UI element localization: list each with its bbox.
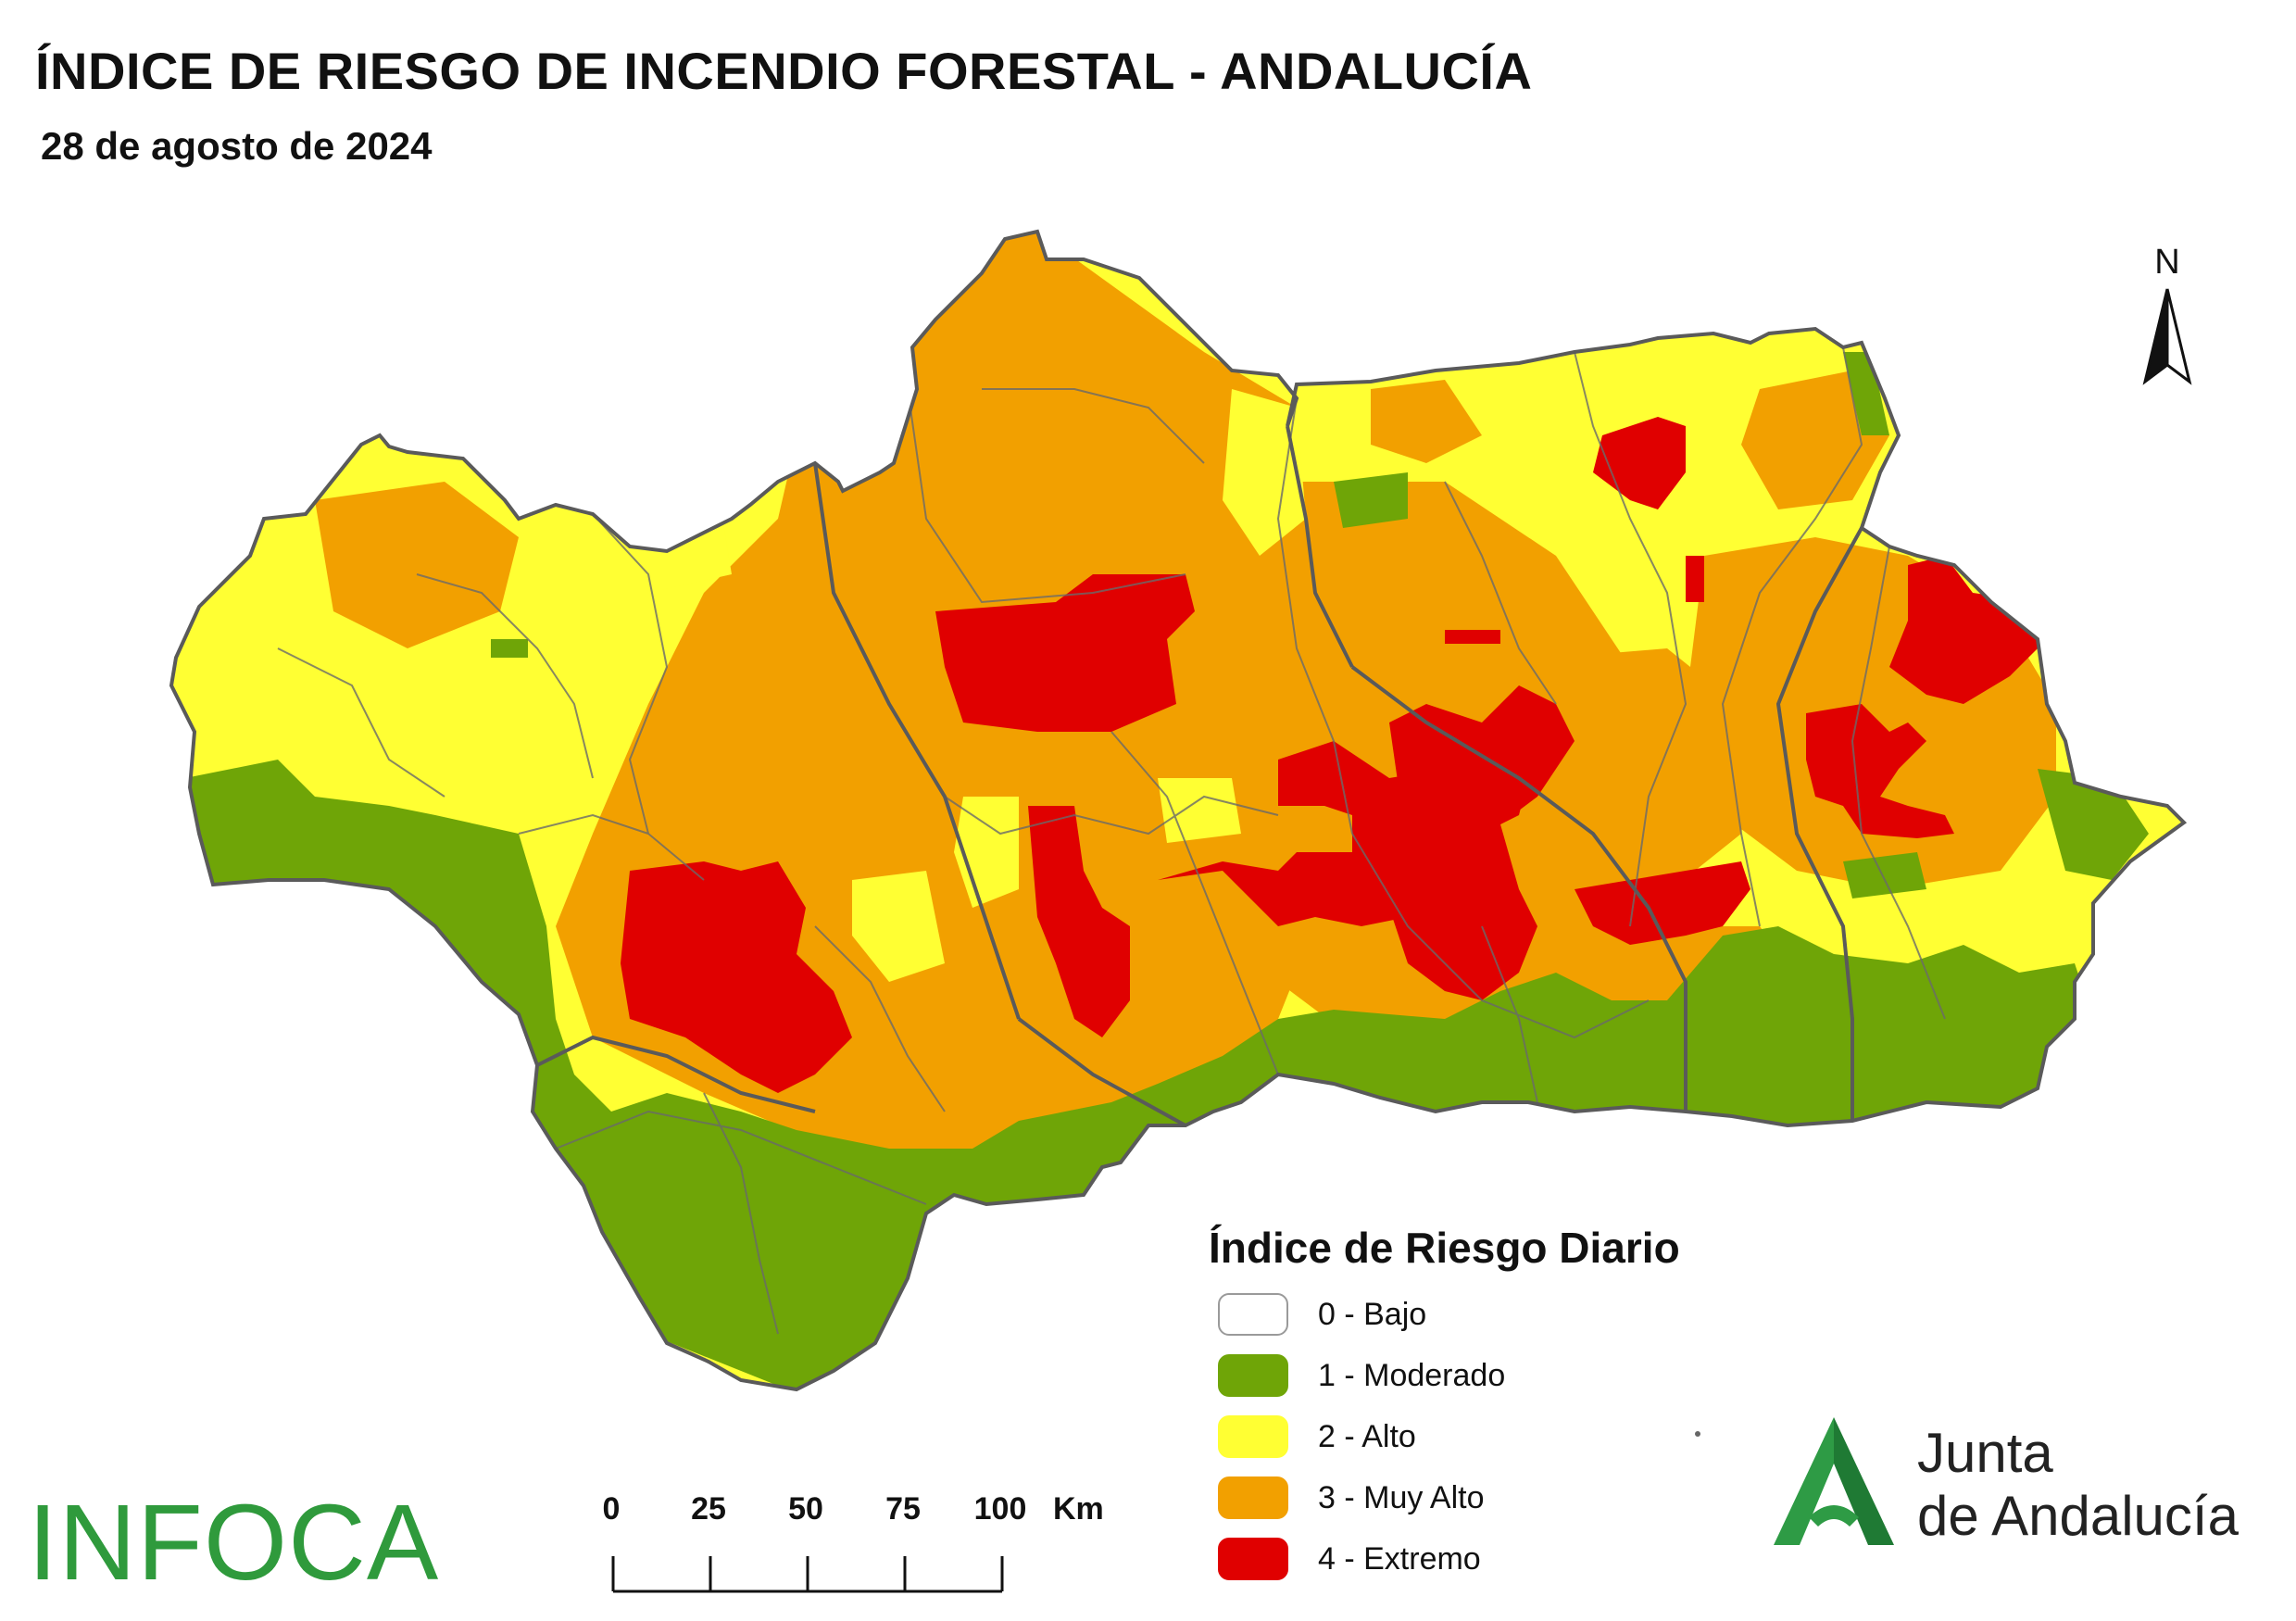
scale-label-50: 50 bbox=[788, 1491, 823, 1527]
legend: Índice de Riesgo Diario 0 - Bajo 1 - Mod… bbox=[1209, 1223, 1857, 1612]
andalucia-outline bbox=[169, 229, 2188, 1392]
scale-bar: 0 25 50 75 100 Km bbox=[593, 1491, 1111, 1602]
legend-item-muy-alto: 3 - Muy Alto bbox=[1218, 1475, 1811, 1521]
legend-swatch bbox=[1218, 1293, 1288, 1336]
junta-line2: de Andalucía bbox=[1917, 1485, 2239, 1547]
north-label: N bbox=[2154, 243, 2180, 282]
scale-unit: Km bbox=[1053, 1491, 1104, 1527]
map-title: ÍNDICE DE RIESGO DE INCENDIO FORESTAL - … bbox=[35, 42, 1533, 100]
legend-swatch bbox=[1218, 1415, 1288, 1458]
legend-label: 1 - Moderado bbox=[1318, 1358, 1506, 1393]
legend-item-alto: 2 - Alto bbox=[1218, 1414, 1811, 1460]
legend-item-bajo: 0 - Bajo bbox=[1218, 1291, 1811, 1338]
legend-item-moderado: 1 - Moderado bbox=[1218, 1352, 1811, 1399]
scale-label-100: 100 bbox=[973, 1491, 1027, 1527]
legend-item-extremo: 4 - Extremo bbox=[1218, 1536, 1811, 1582]
scale-label-25: 25 bbox=[691, 1491, 726, 1527]
legend-label: 3 - Muy Alto bbox=[1318, 1480, 1485, 1515]
junta-a-icon bbox=[1774, 1417, 1894, 1545]
province-borders bbox=[536, 425, 1863, 1127]
zones-alto-patches bbox=[639, 389, 1306, 982]
zones-extremo bbox=[621, 417, 2047, 1093]
infoca-logo: INFOCA bbox=[28, 1482, 440, 1602]
map-date: 28 de agosto de 2024 bbox=[41, 124, 433, 168]
scale-bar-line bbox=[611, 1556, 1004, 1593]
map-dot bbox=[1695, 1431, 1700, 1437]
legend-swatch bbox=[1218, 1538, 1288, 1580]
north-arrow-icon bbox=[2142, 288, 2192, 385]
legend-swatch bbox=[1218, 1476, 1288, 1519]
legend-title: Índice de Riesgo Diario bbox=[1209, 1224, 1680, 1272]
junta-line1: Junta bbox=[1917, 1422, 2053, 1484]
boundary-lines bbox=[277, 277, 1946, 1335]
scale-label-0: 0 bbox=[602, 1491, 621, 1527]
legend-label: 4 - Extremo bbox=[1318, 1541, 1481, 1577]
legend-label: 0 - Bajo bbox=[1318, 1297, 1427, 1332]
scale-label-75: 75 bbox=[885, 1491, 921, 1527]
junta-andalucia-logo: Junta de Andalucía bbox=[1764, 1408, 2246, 1565]
legend-label: 2 - Alto bbox=[1318, 1419, 1416, 1454]
north-arrow: N bbox=[2130, 243, 2204, 400]
legend-swatch bbox=[1218, 1354, 1288, 1397]
